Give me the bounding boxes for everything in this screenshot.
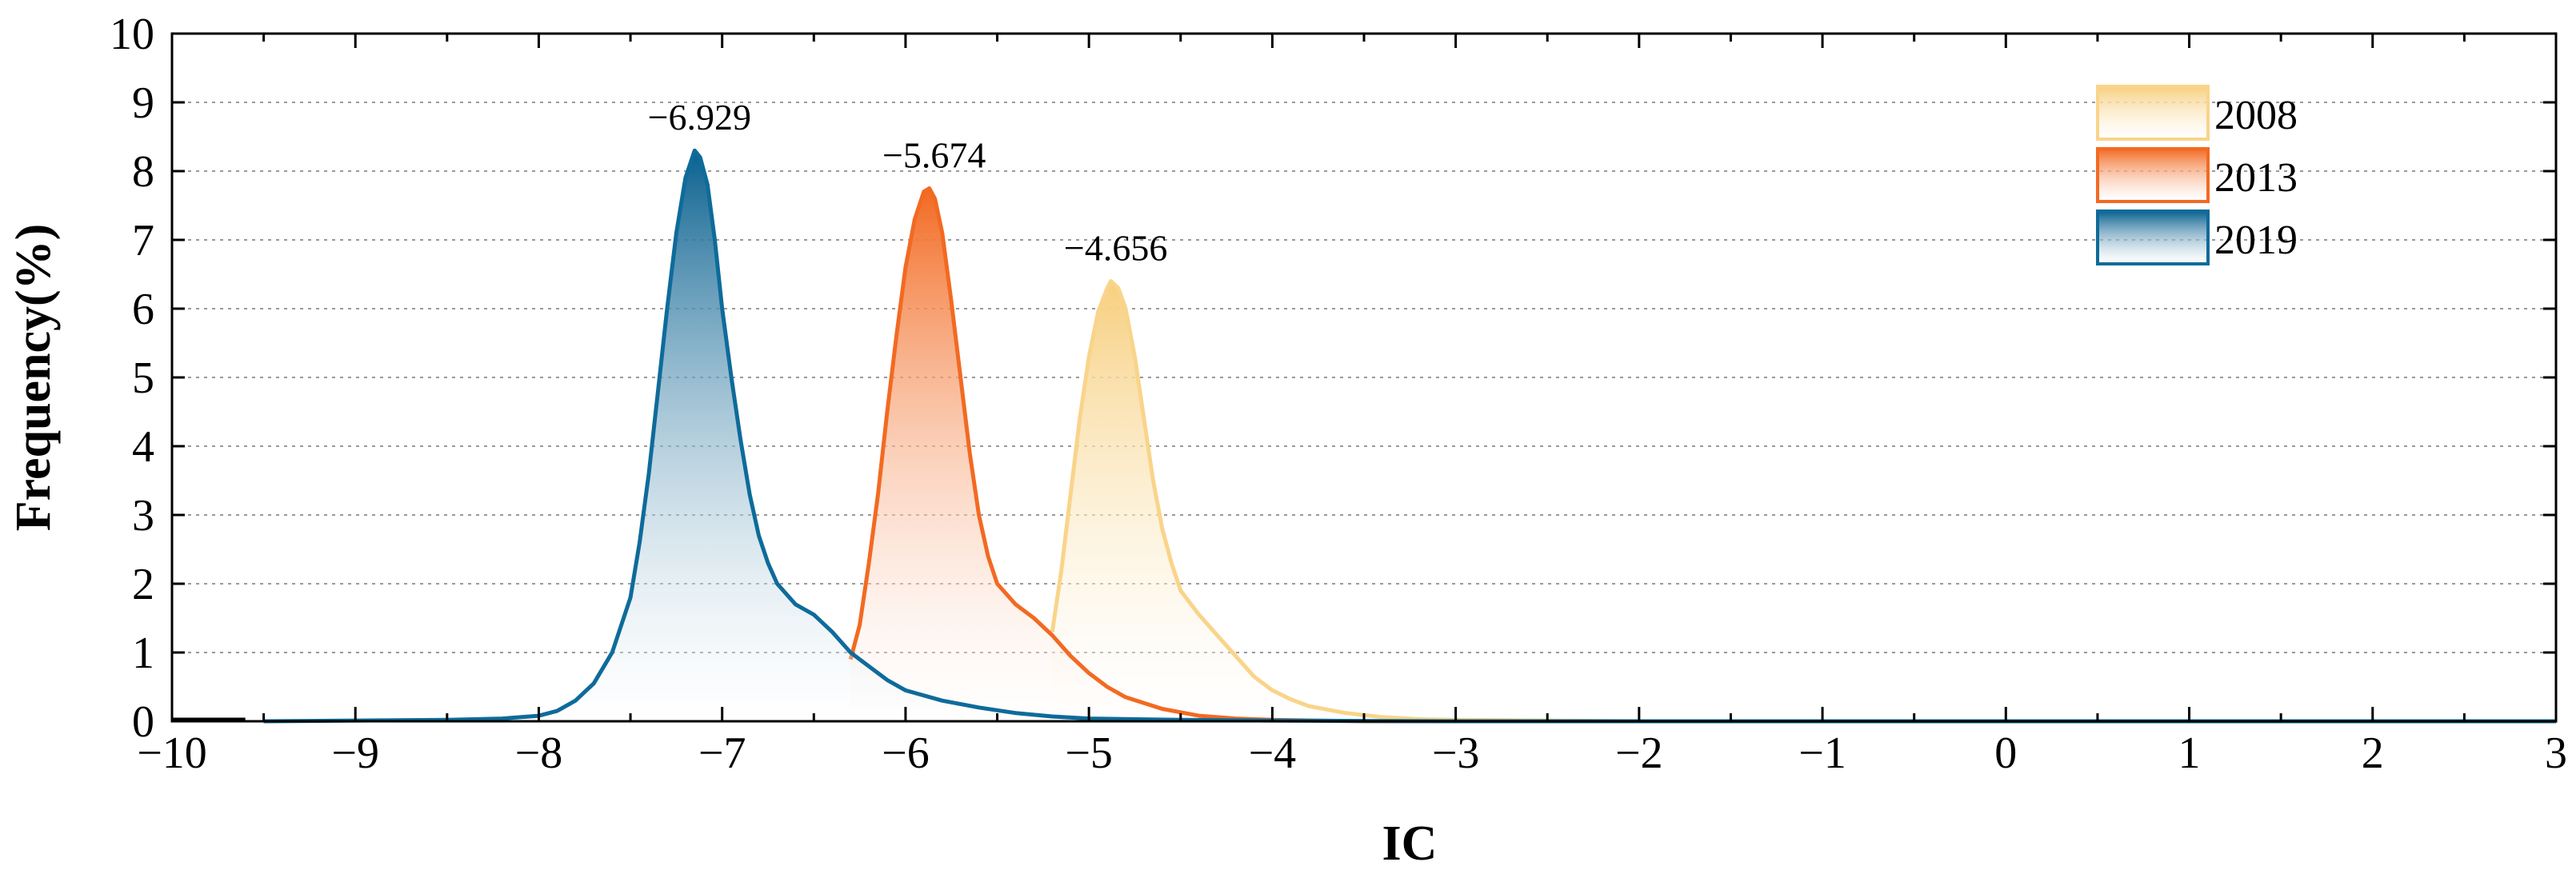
series-line-2013 [848, 186, 2556, 724]
series-line-2019 [263, 148, 2556, 724]
x-tick-label-8: −2 [1615, 728, 1663, 778]
peak-label-2013: −5.674 [882, 135, 986, 176]
y-tick-label-1: 1 [132, 629, 154, 678]
series-areas [263, 148, 2556, 724]
peak-label-2019: −6.929 [648, 97, 751, 138]
legend-label-2019: 2019 [2214, 218, 2298, 263]
y-tick-label-10: 10 [110, 10, 154, 59]
y-tick-label-2: 2 [132, 560, 154, 609]
legend: 2008 2013 2019 [2096, 85, 2298, 265]
x-tick-label-13: 3 [2545, 728, 2567, 778]
x-axis-title: IC [1382, 816, 1438, 871]
x-tick-label-0: −10 [137, 728, 207, 778]
x-tick-label-2: −8 [515, 728, 563, 778]
x-tick-label-6: −4 [1249, 728, 1297, 778]
y-tick-label-9: 9 [132, 78, 154, 128]
x-tick-label-10: 0 [1994, 728, 2017, 778]
legend-swatch-2019 [2096, 210, 2210, 265]
legend-label-2013: 2013 [2214, 155, 2298, 201]
area-fill-2019 [263, 150, 2556, 721]
x-tick-label-7: −3 [1432, 728, 1480, 778]
series-line-2008 [1050, 279, 2556, 724]
x-tick-label-9: −1 [1798, 728, 1846, 778]
y-tick-label-0: 0 [132, 697, 154, 747]
y-tick-label-6: 6 [132, 285, 154, 334]
legend-swatch-2008 [2096, 85, 2210, 141]
x-tick-label-11: 1 [2178, 728, 2201, 778]
x-tick-label-12: 2 [2362, 728, 2384, 778]
peak-label-2008: −4.656 [1064, 228, 1167, 269]
y-tick-label-7: 7 [132, 216, 154, 265]
y-tick-label-5: 5 [132, 353, 154, 403]
y-tick-label-8: 8 [132, 147, 154, 197]
x-tick-label-5: −5 [1065, 728, 1113, 778]
x-tick-label-1: −9 [331, 728, 379, 778]
area-fill-2008 [1052, 281, 2556, 722]
legend-swatch-2013 [2096, 147, 2210, 203]
legend-label-2008: 2008 [2214, 93, 2298, 138]
y-axis-title: Frequency(%) [6, 224, 61, 532]
y-tick-label-3: 3 [132, 491, 154, 541]
peak-labels: −4.656 −5.674 −6.929 [648, 97, 1168, 268]
x-tick-label-3: −7 [698, 728, 746, 778]
y-tick-label-4: 4 [132, 422, 154, 472]
area-fill-2013 [850, 188, 2556, 721]
x-tick-label-4: −6 [882, 728, 930, 778]
